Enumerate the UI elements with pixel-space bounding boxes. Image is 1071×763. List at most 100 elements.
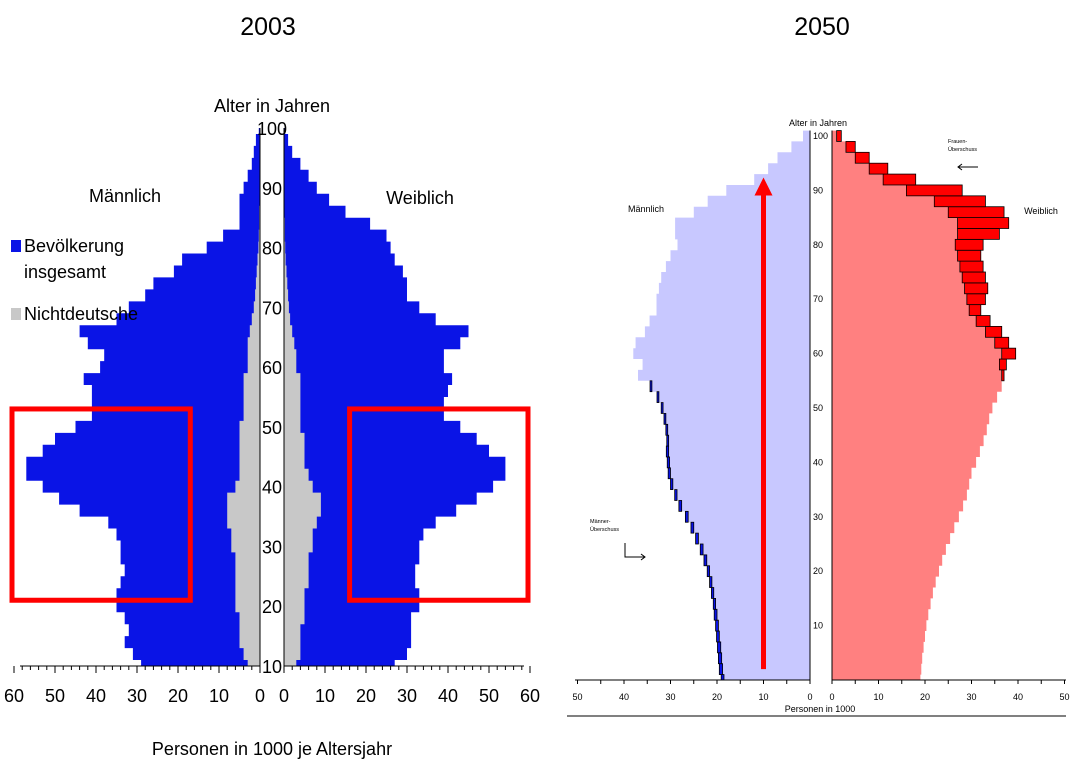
legend-swatch-insgesamt (11, 240, 21, 252)
bar-maenner-ueberschuss-2050 (663, 413, 667, 425)
maenner-ueberschuss-label-line2: Überschuss (590, 526, 619, 533)
x-tick-label-left-2003: 60 (4, 686, 24, 706)
x-tick-label-right-2003: 30 (397, 686, 417, 706)
bar-frauen-ueberschuss-2050 (957, 217, 1010, 229)
series-nichtdeutsche-female-2003 (284, 128, 321, 666)
bar-maenner-ueberschuss-2050 (711, 587, 715, 599)
bar-frauen-ueberschuss-2050 (845, 141, 856, 153)
bar-maenner-ueberschuss-2050 (678, 500, 683, 512)
bar-maenner-ueberschuss-2050 (717, 641, 722, 654)
bar-maenner-ueberschuss-2050 (674, 489, 678, 501)
bar-frauen-ueberschuss-2050 (968, 304, 982, 316)
series-nichtdeutsche-male-2003 (227, 128, 260, 666)
bar-frauen-ueberschuss-2050 (1001, 347, 1017, 360)
x-tick-label-right-2003: 20 (356, 686, 376, 706)
y-tick-label-2003: 80 (262, 239, 282, 259)
bar-frauen-ueberschuss-2050 (906, 184, 963, 197)
y-tick-label-2050: 40 (813, 457, 823, 467)
bar-frauen-ueberschuss-2050 (1001, 369, 1005, 382)
red-arrow-head-2050 (754, 177, 773, 196)
y-tick-label-2050: 60 (813, 349, 823, 359)
bar-maenner-ueberschuss-2050 (670, 478, 674, 491)
x-tick-label-right-2050: 50 (1059, 692, 1069, 702)
female-label-2050: Weiblich (1024, 206, 1058, 216)
x-tick-label-left-2003: 30 (127, 686, 147, 706)
x-tick-label-right-2003: 40 (438, 686, 458, 706)
y-axis-title-2050: Alter in Jahren (789, 118, 847, 128)
x-tick-label-left-2003: 20 (168, 686, 188, 706)
y-tick-label-2050: 100 (813, 131, 828, 141)
series-weiblich-2050 (832, 130, 1002, 681)
bar-maenner-ueberschuss-2050 (665, 445, 670, 458)
bar-maenner-ueberschuss-2050 (703, 554, 708, 567)
highlight-box-female-2003 (347, 406, 531, 603)
x-tick-label-right-2050: 30 (966, 692, 976, 702)
bar-frauen-ueberschuss-2050 (959, 260, 984, 273)
legend-label-insgesamt-line1: Bevölkerung (24, 236, 124, 256)
x-tick-label-left-2050: 20 (712, 692, 722, 702)
y-tick-label-2050: 90 (813, 185, 823, 195)
y-tick-label-2050: 10 (813, 621, 823, 631)
y-axis-title-2003: Alter in Jahren (214, 96, 330, 116)
bar-frauen-ueberschuss-2050 (882, 173, 917, 186)
bar-maenner-ueberschuss-2050 (709, 576, 713, 588)
bar-maenner-ueberschuss-2050 (717, 652, 723, 665)
x-tick-label-right-2003: 10 (315, 686, 335, 706)
bar-maenner-ueberschuss-2050 (649, 380, 653, 393)
bar-maenner-ueberschuss-2050 (715, 619, 719, 632)
bar-frauen-ueberschuss-2050 (985, 325, 1003, 338)
y-tick-label-2050: 50 (813, 403, 823, 413)
y-tick-label-2050: 30 (813, 512, 823, 522)
y-tick-label-2003: 40 (262, 478, 282, 498)
bar-maenner-ueberschuss-2050 (716, 630, 720, 643)
x-tick-label-right-2050: 20 (920, 692, 930, 702)
bar-frauen-ueberschuss-2050 (961, 271, 986, 284)
x-tick-label-left-2050: 40 (619, 692, 629, 702)
bar-maenner-ueberschuss-2050 (720, 674, 725, 681)
x-tick-label-left-2050: 50 (572, 692, 582, 702)
bar-maenner-ueberschuss-2050 (660, 402, 664, 414)
series-insgesamt-female-2003 (284, 128, 506, 666)
series-insgesamt-male-2003 (26, 128, 260, 666)
x-tick-label-right-2003: 0 (279, 686, 289, 706)
x-axis-title-2050: Personen in 1000 (785, 704, 856, 714)
legend-swatch-nichtdeutsche (11, 308, 21, 320)
chart-title-2003: 2003 (240, 13, 296, 41)
bar-frauen-ueberschuss-2050 (957, 249, 982, 262)
x-tick-label-left-2050: 0 (807, 692, 812, 702)
y-tick-label-2003: 50 (262, 418, 282, 438)
legend-label-insgesamt-line2: insgesamt (24, 262, 106, 282)
bar-maenner-ueberschuss-2050 (718, 663, 723, 675)
legend-label-nichtdeutsche: Nichtdeutsche (24, 304, 138, 324)
bar-maenner-ueberschuss-2050 (712, 598, 717, 610)
y-tick-label-2003: 60 (262, 358, 282, 378)
bar-maenner-ueberschuss-2050 (690, 521, 695, 534)
bar-frauen-ueberschuss-2050 (947, 206, 1005, 219)
bar-frauen-ueberschuss-2050 (854, 151, 870, 164)
bar-maenner-ueberschuss-2050 (656, 391, 660, 403)
highlight-box-male-2003 (9, 406, 193, 603)
bar-frauen-ueberschuss-2050 (964, 282, 989, 295)
bar-frauen-ueberschuss-2050 (868, 162, 889, 175)
y-tick-label-2003: 20 (262, 597, 282, 617)
bar-maenner-ueberschuss-2050 (695, 532, 699, 545)
x-tick-label-left-2003: 0 (255, 686, 265, 706)
x-tick-label-left-2003: 40 (86, 686, 106, 706)
x-tick-label-right-2003: 60 (520, 686, 540, 706)
x-tick-label-left-2050: 30 (665, 692, 675, 702)
bar-maenner-ueberschuss-2050 (684, 510, 689, 523)
bar-maenner-ueberschuss-2050 (706, 565, 710, 578)
bar-maenner-ueberschuss-2050 (713, 608, 718, 621)
x-tick-label-left-2050: 10 (758, 692, 768, 702)
y-tick-label-2003: 10 (262, 657, 282, 677)
bar-maenner-ueberschuss-2050 (666, 434, 670, 447)
male-label-2050: Männlich (628, 204, 664, 214)
bar-frauen-ueberschuss-2050 (966, 293, 986, 306)
bar-frauen-ueberschuss-2050 (933, 195, 986, 208)
bar-maenner-ueberschuss-2050 (666, 456, 670, 469)
y-tick-label-2050: 70 (813, 294, 823, 304)
x-tick-label-right-2050: 40 (1013, 692, 1023, 702)
x-tick-label-right-2003: 50 (479, 686, 499, 706)
frauen-ueberschuss-label-line1: Frauen- (948, 139, 967, 145)
